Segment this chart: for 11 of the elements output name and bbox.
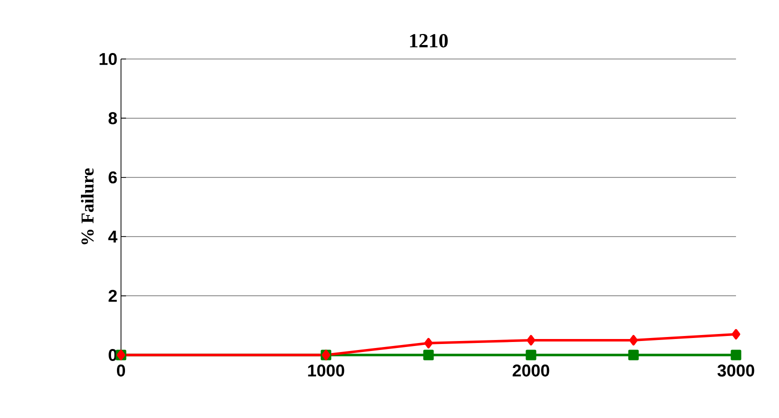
y-tick-label: 10 bbox=[100, 52, 117, 66]
x-tick-label: 3000 bbox=[717, 364, 754, 377]
y-axis-title: % Failure bbox=[80, 168, 94, 244]
y-tick-label: 8 bbox=[108, 112, 117, 124]
y-tick-label: 4 bbox=[108, 230, 118, 242]
x-tick-label: 2000 bbox=[512, 364, 550, 377]
chart-title: 1210 bbox=[410, 34, 448, 48]
x-tick-label: 0 bbox=[116, 364, 126, 377]
y-tick-label: 2 bbox=[108, 290, 117, 302]
y-tick-label: 6 bbox=[108, 171, 117, 184]
x-tick-label: 1000 bbox=[308, 364, 344, 377]
